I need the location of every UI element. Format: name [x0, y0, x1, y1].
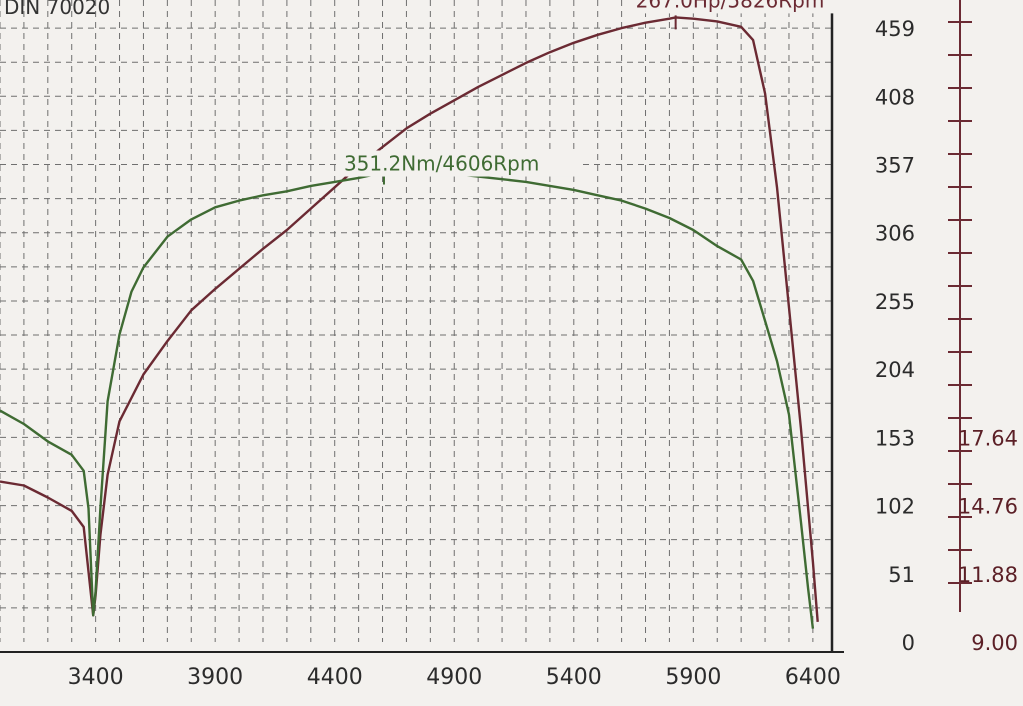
grid-lines [0, 0, 832, 642]
y-tick-label: 102 [875, 495, 915, 519]
y-tick-label: 0 [902, 631, 915, 655]
afr-tick-label: 17.64 [958, 426, 1018, 450]
y-tick-label: 204 [875, 358, 915, 382]
chart-axes [0, 0, 972, 653]
series-line-power [0, 16, 819, 622]
annotations-group: 267.0Hp/5826Rpm 351.2Nm/4606Rpm [339, 0, 864, 185]
x-tick-label: 3900 [187, 665, 243, 690]
x-tick-label: 6400 [785, 665, 841, 690]
chart-header-text: DIN 70020 [4, 0, 110, 19]
x-tick-label: 5400 [546, 665, 602, 690]
y-tick-label: 51 [888, 563, 915, 587]
tick-labels: 3400 3900 4400 4900 5400 5900 6400 0 51 102 153 204… [68, 17, 1018, 690]
peak-label: 351.2Nm/4606Rpm [344, 152, 539, 176]
y-tick-label: 255 [875, 290, 915, 314]
x-tick-label: 3400 [68, 665, 124, 690]
afr-tick-label: 9.00 [971, 631, 1018, 655]
y-tick-label: 408 [875, 85, 915, 109]
x-tick-label: 5900 [665, 665, 721, 690]
x-tick-label: 4900 [426, 665, 482, 690]
y-tick-label: 153 [875, 426, 915, 450]
y-tick-label: 306 [875, 222, 915, 246]
x-tick-label: 4400 [307, 665, 363, 690]
afr-tick-label: 14.76 [958, 495, 1018, 519]
peak-label-background [339, 150, 580, 177]
y-tick-label: 459 [875, 17, 915, 41]
peak-label-background [631, 0, 864, 14]
peak-label: 267.0Hp/5826Rpm [636, 0, 825, 12]
afr-tick-label: 11.88 [958, 563, 1018, 587]
y-tick-label: 357 [875, 154, 915, 178]
